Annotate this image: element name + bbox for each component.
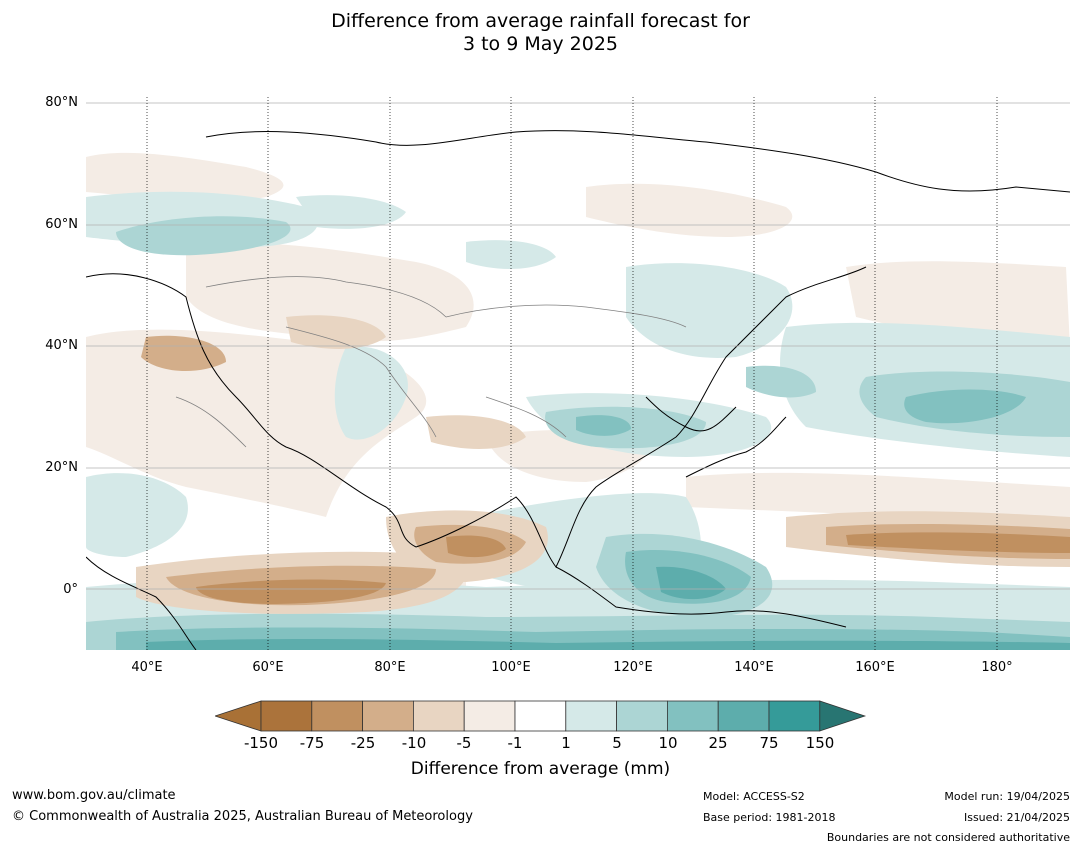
title-line-1: Difference from average rainfall forecas… <box>331 10 750 32</box>
colorbar-cell <box>666 700 719 732</box>
lon-label-160e: 160°E <box>855 660 895 675</box>
footer-model-run: Model run: 19/04/2025 <box>944 790 1070 803</box>
colorbar-cell <box>260 700 313 732</box>
colorbar <box>213 700 867 736</box>
footer-model: Model: ACCESS-S2 <box>703 790 805 803</box>
colorbar-cell <box>412 700 465 732</box>
colorbar-cell <box>717 700 770 732</box>
coastlines <box>86 130 1070 650</box>
rainfall-anomaly-map <box>86 97 1070 650</box>
colorbar-cell <box>362 700 414 732</box>
colorbar-cell <box>768 700 821 732</box>
map-title: Difference from average rainfall forecas… <box>0 10 1081 56</box>
cb-tick-11: 150 <box>805 734 835 752</box>
colorbar-label: Difference from average (mm) <box>410 759 671 779</box>
lon-label-60e: 60°E <box>252 660 284 675</box>
lat-label-60n: 60°N <box>45 217 78 232</box>
footer-disclaimer: Boundaries are not considered authoritat… <box>826 831 1070 844</box>
colorbar-arrow-high <box>819 700 867 732</box>
dry-anomaly-max <box>196 532 1070 604</box>
cb-tick-9: 25 <box>708 734 728 752</box>
colorbar-cell <box>565 700 617 732</box>
colorbar-cell <box>311 700 364 732</box>
lat-label-80n: 80°N <box>45 95 78 110</box>
lat-gridlines <box>86 102 1070 590</box>
cb-tick-2: -25 <box>350 734 376 752</box>
cb-tick-10: 75 <box>759 734 779 752</box>
colorbar-cell <box>616 700 668 732</box>
footer-website[interactable]: www.bom.gov.au/climate <box>12 788 176 803</box>
lon-label-40e: 40°E <box>131 660 163 675</box>
cb-tick-6: 1 <box>561 734 571 752</box>
country-borders <box>175 276 687 448</box>
lon-label-100e: 100°E <box>491 660 531 675</box>
lon-label-140e: 140°E <box>734 660 774 675</box>
cb-tick-8: 10 <box>658 734 678 752</box>
title-line-2: 3 to 9 May 2025 <box>462 33 619 55</box>
cb-tick-1: -75 <box>299 734 325 752</box>
colorbar-cells <box>213 700 867 732</box>
cb-tick-3: -10 <box>401 734 427 752</box>
wet-anomaly-max <box>146 566 1070 650</box>
lon-label-120e: 120°E <box>613 660 653 675</box>
lat-label-20n: 20°N <box>45 460 78 475</box>
colorbar-arrow-low <box>213 700 262 732</box>
footer-base-period: Base period: 1981-2018 <box>703 811 836 824</box>
lon-label-80e: 80°E <box>374 660 406 675</box>
cb-tick-7: 5 <box>612 734 622 752</box>
lat-label-0: 0° <box>63 582 78 597</box>
lat-label-40n: 40°N <box>45 338 78 353</box>
footer-issued: Issued: 21/04/2025 <box>963 811 1070 824</box>
colorbar-cell <box>463 700 516 732</box>
cb-tick-4: -5 <box>456 734 472 752</box>
lon-gridlines <box>146 97 998 650</box>
footer-copyright: © Commonwealth of Australia 2025, Austra… <box>12 809 473 824</box>
cb-tick-0: -150 <box>243 734 279 752</box>
lon-label-180: 180° <box>981 660 1013 675</box>
cb-tick-5: -1 <box>507 734 523 752</box>
colorbar-cell <box>514 700 567 732</box>
